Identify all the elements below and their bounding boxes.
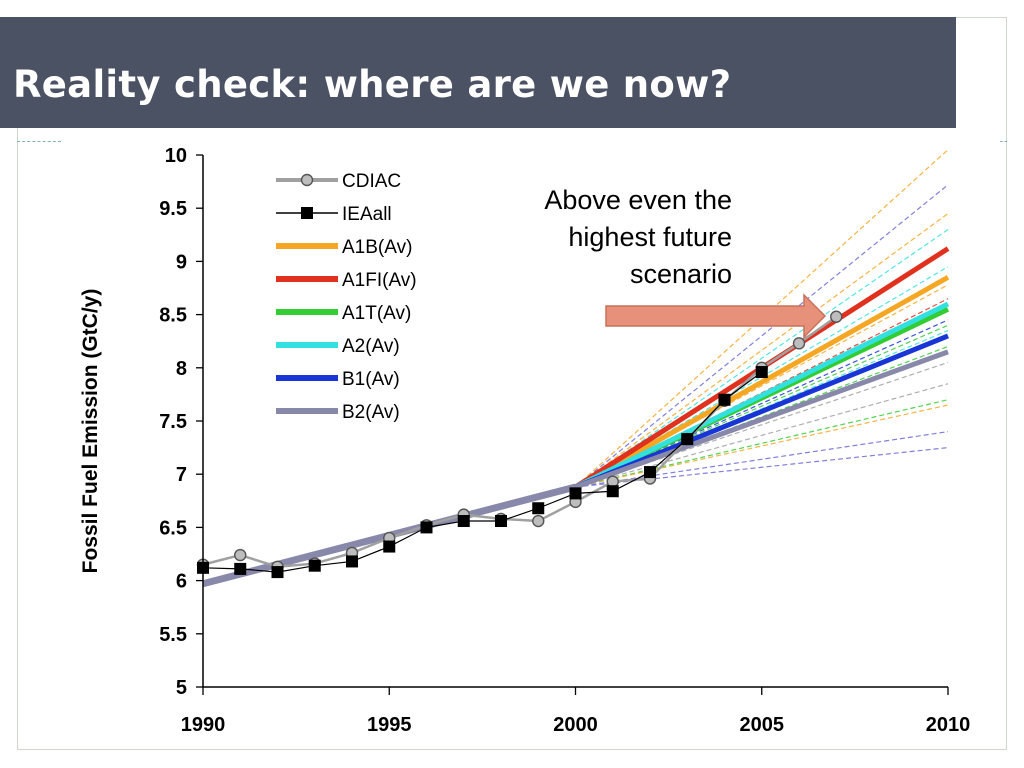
title-bar: Reality check: where are we now? bbox=[0, 17, 956, 128]
point-ieaall-1993 bbox=[308, 559, 321, 572]
scenario-line-17 bbox=[575, 447, 949, 488]
series-line-a2-av bbox=[574, 301, 950, 490]
point-ieaall-2005 bbox=[755, 366, 768, 379]
x-tick-label: 2010 bbox=[926, 714, 971, 736]
point-ieaall-1994 bbox=[346, 555, 358, 568]
callout-line-2: highest future bbox=[568, 222, 732, 252]
legend-label-a2-av: A2(Av) bbox=[342, 336, 400, 357]
point-ieaall-1995 bbox=[383, 540, 396, 553]
callout-arrow bbox=[605, 293, 827, 339]
legend-label-cdiac: CDIAC bbox=[342, 171, 401, 192]
scenario-line-2 bbox=[575, 213, 949, 488]
y-tick-label: 7.5 bbox=[159, 411, 187, 433]
decorative-dash-right bbox=[1000, 141, 1007, 142]
y-tick-label: 8 bbox=[176, 358, 187, 380]
observed-series bbox=[196, 310, 843, 579]
point-cdiac-2006 bbox=[792, 337, 806, 350]
callout-line-3: scenario bbox=[629, 259, 732, 289]
y-axis-label: Fossil Fuel Emission (GtC/y) bbox=[79, 289, 102, 574]
x-tick-label: 1990 bbox=[181, 714, 226, 736]
y-tick-label: 9.5 bbox=[159, 198, 187, 220]
chart-axes: 5 5.5 6 6.5 7 7.5 8 8.5 9 9.5 10 1990 1995 2000 2005 20… bbox=[79, 145, 970, 736]
scenario-line-5 bbox=[575, 228, 949, 488]
scenario-line-7 bbox=[575, 284, 949, 488]
y-tick-label: 6.5 bbox=[159, 517, 187, 539]
scenario-line-13 bbox=[575, 383, 949, 488]
y-tick-label: 8.5 bbox=[159, 305, 187, 327]
y-tick-label: 5 bbox=[176, 677, 187, 699]
point-ieaall-1997 bbox=[457, 515, 470, 528]
y-tick-label: 10 bbox=[165, 145, 187, 167]
callout-line-1: Above even the bbox=[544, 185, 732, 215]
slide-title: Reality check: where are we now? bbox=[13, 63, 732, 106]
series-line-ieaall bbox=[202, 371, 763, 573]
y-tick-label: 9 bbox=[176, 251, 187, 273]
point-ieaall-2000 bbox=[569, 487, 582, 500]
legend-label-b2-av: B2(Av) bbox=[342, 402, 400, 423]
point-ieaall-1996 bbox=[420, 521, 433, 534]
point-ieaall-1991 bbox=[234, 562, 247, 575]
legend-label-b1-av: B1(Av) bbox=[342, 369, 400, 390]
legend-marker-ieaall bbox=[301, 207, 313, 219]
point-ieaall-2001 bbox=[606, 485, 619, 498]
series-line-b2-av bbox=[574, 349, 949, 490]
decorative-dash-left bbox=[17, 141, 61, 142]
point-ieaall-1999 bbox=[532, 502, 545, 515]
point-cdiac-2007 bbox=[830, 310, 843, 323]
callout-text: Above even the highest future scenario bbox=[470, 182, 732, 293]
callout-arrow-shape bbox=[605, 293, 827, 339]
x-tick-label: 1995 bbox=[367, 714, 412, 736]
point-ieaall-1998 bbox=[495, 515, 507, 528]
legend-label-a1fi-av: A1FI(Av) bbox=[342, 270, 417, 291]
point-ieaall-2004 bbox=[718, 393, 731, 406]
x-tick-label: 2000 bbox=[553, 714, 598, 736]
point-ieaall-2003 bbox=[681, 433, 694, 446]
y-tick-label: 5.5 bbox=[159, 624, 187, 646]
y-tick-label: 6 bbox=[176, 571, 187, 593]
scenario-averages bbox=[202, 246, 950, 588]
scenario-line-16 bbox=[575, 431, 949, 488]
point-ieaall-2002 bbox=[644, 466, 656, 479]
legend-label-ieaall: IEAall bbox=[342, 204, 392, 225]
x-tick-label: 2005 bbox=[740, 714, 785, 736]
chart-legend: CDIAC IEAall A1B(Av) A1FI(Av) A1T(Av) A2(Av) B… bbox=[276, 171, 417, 423]
series-line-b1-av bbox=[574, 333, 949, 490]
legend-marker-cdiac bbox=[300, 173, 314, 187]
legend-label-a1b-av: A1B(Av) bbox=[342, 237, 412, 258]
legend-label-a1t-av: A1T(Av) bbox=[342, 303, 411, 324]
series-line-a1b-av bbox=[574, 275, 950, 490]
y-tick-label: 7 bbox=[176, 464, 187, 486]
point-ieaall-1992 bbox=[271, 566, 284, 579]
series-line-cdiac bbox=[202, 315, 837, 569]
point-cdiac-1999 bbox=[532, 514, 545, 528]
point-cdiac-1991 bbox=[234, 548, 247, 562]
